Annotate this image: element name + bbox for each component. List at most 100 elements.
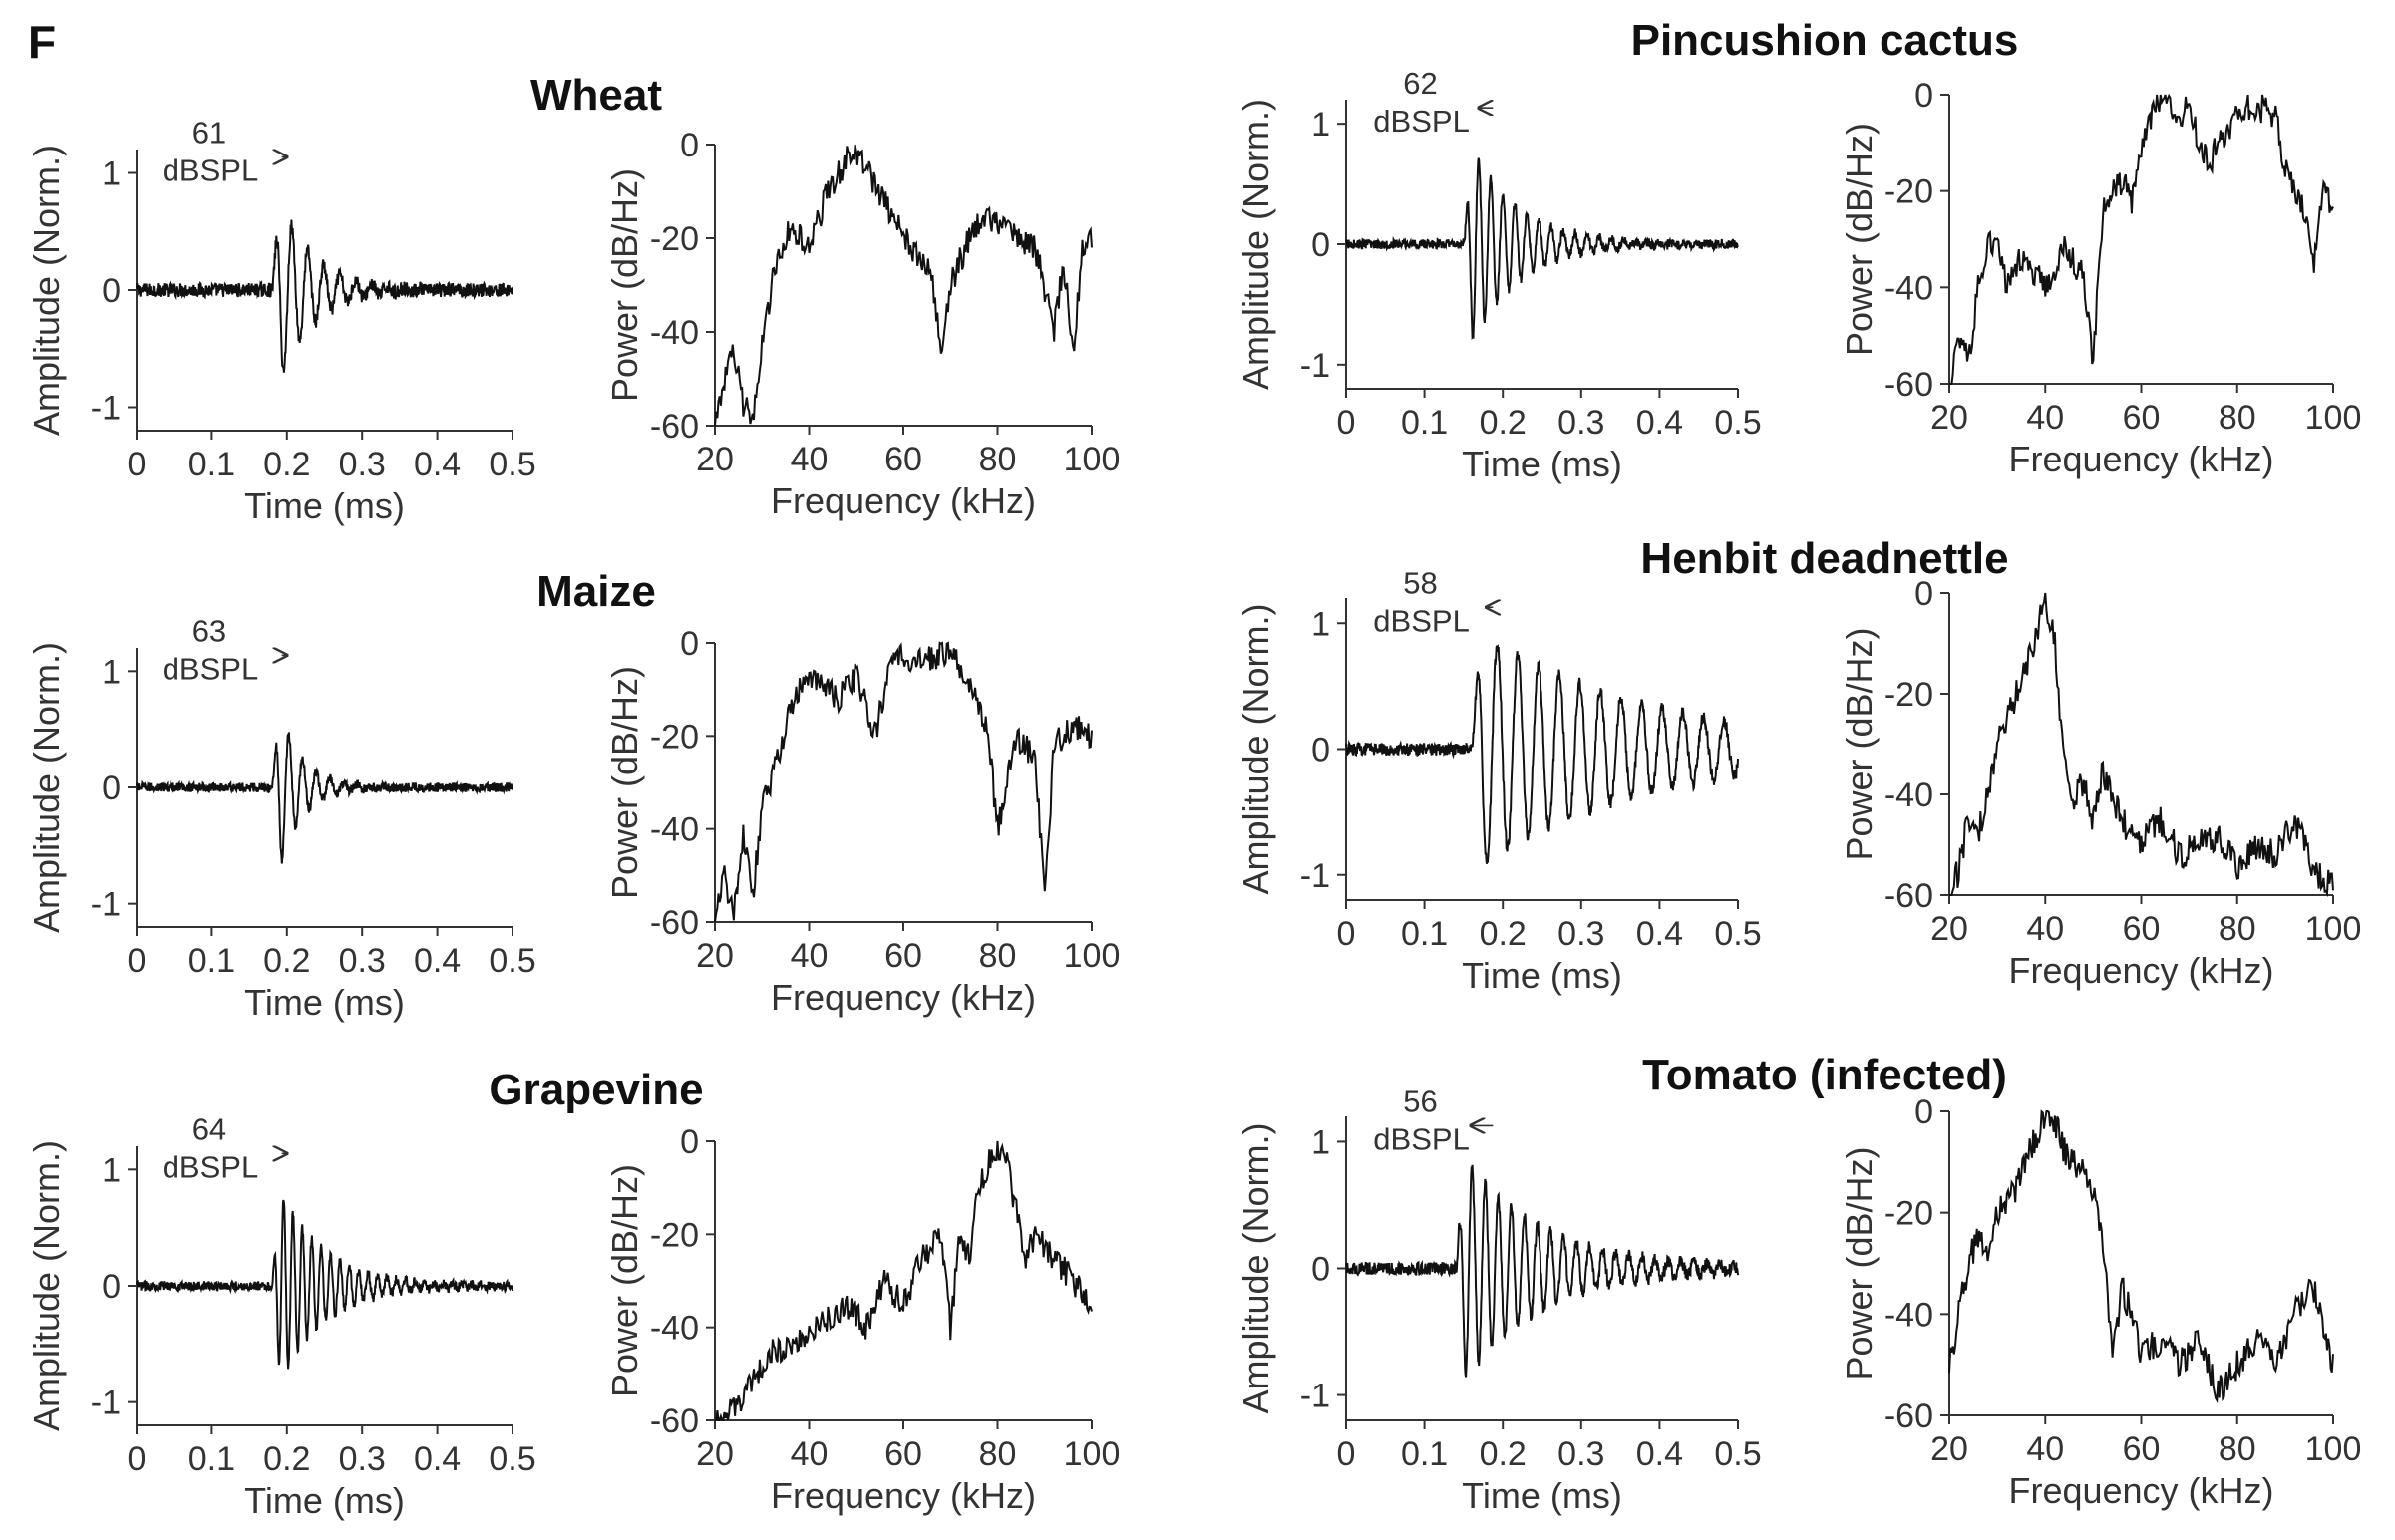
spectrum-x-label: Frequency (kHz) — [771, 977, 1036, 1018]
spectrum-y-tick-label: -20 — [650, 1216, 699, 1254]
spectrum-trace — [1949, 592, 2334, 898]
spectrum-y-label: Power (dB/Hz) — [604, 666, 645, 899]
spectrum-y-tick-label: -60 — [1884, 877, 1933, 915]
spectrum-y-tick-label: -40 — [1884, 776, 1933, 814]
waveform-x-tick-label: 0 — [128, 1440, 147, 1478]
dbspl-label: dBSPL — [163, 154, 259, 188]
spectrum-y-tick-label: -60 — [1884, 1397, 1933, 1435]
waveform-x-tick-label: 0.2 — [263, 446, 310, 483]
spectrum-y-tick-label: -20 — [1884, 1195, 1933, 1233]
waveform-x-tick-label: 0.4 — [1636, 1435, 1683, 1473]
spectrum-y-tick-label: 0 — [1914, 575, 1933, 613]
spectrum-y-tick-label: 0 — [1914, 77, 1933, 115]
waveform-y-tick-label: -1 — [91, 390, 121, 428]
waveform-x-tick-label: 0.1 — [188, 942, 235, 980]
chart-title: Wheat — [530, 71, 662, 120]
spectrum-y-tick-label: 0 — [680, 127, 699, 164]
waveform-x-tick-label: 0.2 — [263, 1440, 310, 1478]
waveform-x-tick-label: 0.1 — [1401, 404, 1448, 442]
waveform-x-tick-label: 0.3 — [339, 446, 386, 483]
waveform-trace — [1345, 157, 1739, 341]
spectrum-y-tick-label: -20 — [650, 220, 699, 258]
waveform-x-tick-label: 0 — [1337, 915, 1356, 953]
spectrum-y-label: Power (dB/Hz) — [604, 168, 645, 402]
waveform-x-tick-label: 0.4 — [1636, 404, 1683, 442]
waveform-y-tick-label: 1 — [1311, 1123, 1330, 1161]
waveform-trace — [1345, 643, 1739, 864]
waveform-x-label: Time (ms) — [1462, 1475, 1622, 1516]
spectrum-y-tick-label: -40 — [1884, 1296, 1933, 1334]
spectrum-x-label: Frequency (kHz) — [2008, 950, 2273, 991]
spectrum-x-tick-label: 20 — [696, 1435, 734, 1473]
panel-label: F — [28, 16, 56, 68]
waveform-trace — [136, 219, 513, 373]
spectrum-y-tick-label: -40 — [650, 1310, 699, 1348]
spectrum-x-label: Frequency (kHz) — [2008, 439, 2273, 479]
level-db-label: 64 — [192, 1111, 226, 1146]
chart-title: Pincushion cactus — [1631, 16, 2019, 65]
waveform-trace — [136, 1199, 513, 1370]
waveform-trace — [1345, 1164, 1739, 1378]
spectrum-x-tick-label: 100 — [2305, 399, 2362, 437]
spectrum-x-tick-label: 20 — [696, 937, 734, 975]
dbspl-label: dBSPL — [1373, 104, 1470, 139]
chart-title: Grapevine — [489, 1066, 703, 1114]
spectrum-x-tick-label: 100 — [1064, 441, 1121, 478]
dbspl-label: dBSPL — [1373, 603, 1470, 638]
spectrum-x-tick-label: 60 — [884, 937, 922, 975]
waveform-y-tick-label: 0 — [102, 272, 121, 310]
spectrum-x-tick-label: 40 — [791, 937, 829, 975]
spectrum-x-tick-label: 80 — [979, 441, 1017, 478]
waveform-y-tick-label: 1 — [1311, 605, 1330, 643]
spectrum-x-tick-label: 20 — [696, 441, 734, 478]
spectrum-x-tick-label: 20 — [1930, 399, 1968, 437]
level-db-label: 62 — [1403, 66, 1437, 101]
spectrum-y-tick-label: -40 — [650, 314, 699, 352]
dbspl-label: dBSPL — [163, 651, 259, 686]
spectrum-x-tick-label: 80 — [2219, 1430, 2256, 1468]
waveform-x-tick-label: 0.4 — [414, 446, 461, 483]
waveform-x-tick-label: 0.5 — [489, 446, 535, 483]
spectrum-x-tick-label: 100 — [1064, 937, 1121, 975]
waveform-y-tick-label: -1 — [1300, 347, 1330, 385]
spectrum-x-label: Frequency (kHz) — [771, 1475, 1036, 1516]
spectrum-y-tick-label: -60 — [650, 904, 699, 942]
waveform-x-tick-label: 0.5 — [1714, 915, 1761, 953]
spectrum-x-tick-label: 100 — [2305, 910, 2362, 948]
spectrum-x-tick-label: 40 — [791, 441, 829, 478]
waveform-x-tick-label: 0 — [1337, 1435, 1356, 1473]
waveform-x-tick-label: 0.3 — [1557, 404, 1604, 442]
waveform-x-tick-label: 0.4 — [1636, 915, 1683, 953]
waveform-x-tick-label: 0.5 — [489, 942, 535, 980]
spectrum-y-tick-label: -20 — [1884, 173, 1933, 211]
spectrum-x-tick-label: 40 — [2026, 1430, 2064, 1468]
waveform-x-tick-label: 0.2 — [1480, 404, 1527, 442]
spectrum-y-tick-label: -40 — [1884, 269, 1933, 307]
spectrum-x-tick-label: 20 — [1930, 910, 1968, 948]
spectrum-y-label: Power (dB/Hz) — [1839, 123, 1880, 356]
waveform-x-label: Time (ms) — [244, 982, 405, 1023]
waveform-x-tick-label: 0.3 — [339, 1440, 386, 1478]
waveform-x-tick-label: 0.1 — [188, 1440, 235, 1478]
chart-group-5: Tomato (infected)0 0.1 0.2 0.3 0.4 0.5-101Tim… — [1235, 1051, 2361, 1516]
spectrum-trace — [715, 1140, 1093, 1421]
spectrum-y-tick-label: -40 — [650, 811, 699, 849]
spectrum-trace — [714, 144, 1093, 427]
waveform-y-label: Amplitude (Norm.) — [1235, 99, 1276, 390]
waveform-y-tick-label: 1 — [1311, 106, 1330, 144]
level-db-label: 61 — [192, 116, 226, 151]
spectrum-x-label: Frequency (kHz) — [2008, 1470, 2273, 1511]
spectrum-y-tick-label: -20 — [650, 718, 699, 756]
waveform-y-label: Amplitude (Norm.) — [1235, 1122, 1276, 1413]
spectrum-x-tick-label: 60 — [884, 1435, 922, 1473]
waveform-x-label: Time (ms) — [1462, 955, 1622, 996]
chart-title: Henbit deadnettle — [1640, 534, 2008, 583]
waveform-x-label: Time (ms) — [244, 485, 405, 526]
waveform-x-tick-label: 0.3 — [1557, 1435, 1604, 1473]
waveform-y-tick-label: 0 — [1311, 226, 1330, 264]
spectrum-x-tick-label: 20 — [1930, 1430, 1968, 1468]
waveform-x-tick-label: 0.5 — [1714, 404, 1761, 442]
spectrum-y-tick-label: -60 — [650, 408, 699, 446]
